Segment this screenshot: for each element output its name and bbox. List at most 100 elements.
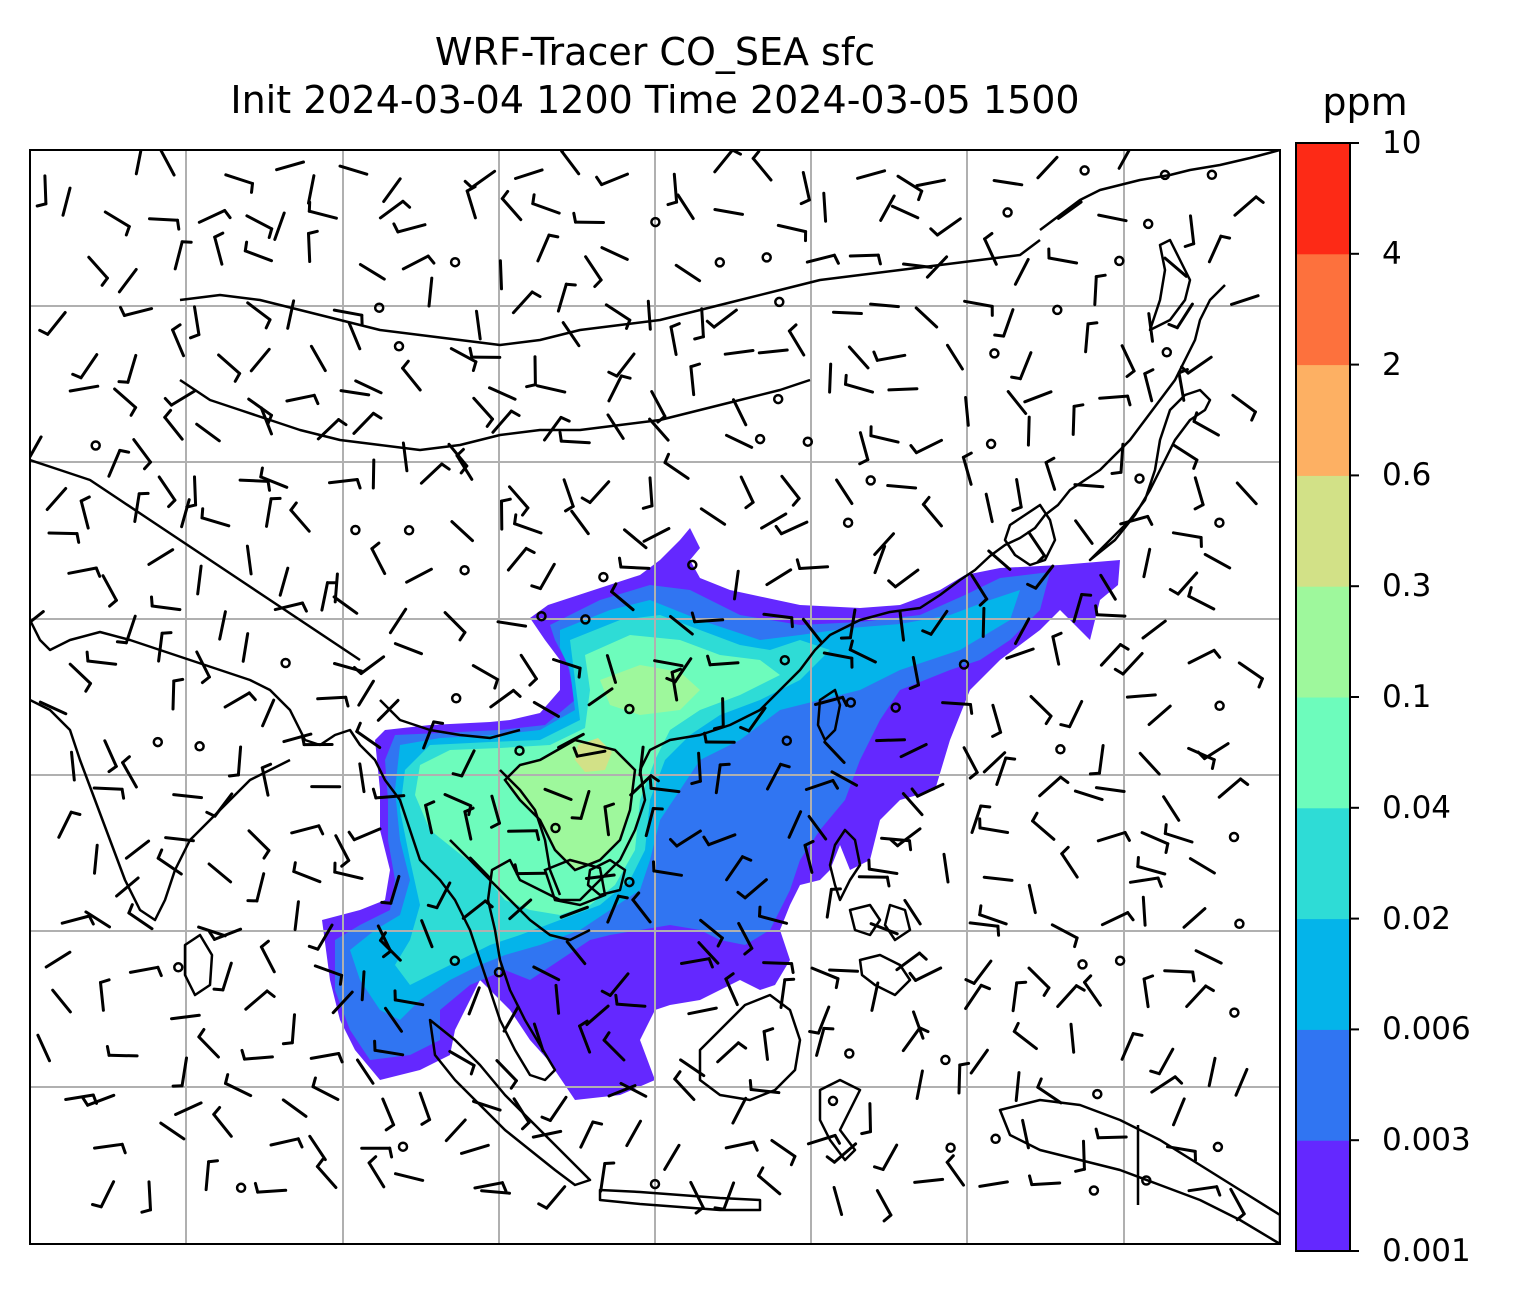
- wind-barb: [1147, 312, 1154, 343]
- wind-barb: [307, 229, 319, 263]
- wind-barb: [699, 507, 727, 526]
- wind-barb: [572, 746, 607, 758]
- wind-barb: [825, 887, 842, 919]
- calm-wind-circle: [1114, 955, 1126, 966]
- wind-barb: [898, 610, 905, 642]
- wind-barb: [180, 498, 191, 529]
- wind-barb: [1027, 966, 1051, 997]
- wind-barb: [957, 1061, 971, 1095]
- wind-barb: [419, 462, 451, 485]
- wind-barb: [805, 253, 840, 265]
- wind-barb: [1128, 876, 1163, 888]
- wind-barb: [961, 451, 973, 486]
- wind-barb: [1120, 344, 1136, 378]
- calm-wind-circle: [1142, 218, 1154, 230]
- wind-barb: [373, 1039, 405, 1057]
- wind-barb: [870, 981, 880, 1012]
- wind-barb: [1047, 247, 1079, 265]
- wind-barb: [358, 263, 386, 281]
- wind-barb: [648, 417, 670, 442]
- wind-barb: [787, 810, 803, 839]
- wind-barb: [857, 875, 891, 888]
- colorbar-segment: [1296, 918, 1350, 1030]
- colorbar-segment: [1296, 364, 1350, 476]
- sri-lanka: [183, 933, 214, 997]
- wind-barb: [197, 1028, 220, 1059]
- wind-barb: [513, 513, 543, 535]
- wind-barb: [468, 346, 502, 359]
- wind-barb: [489, 688, 522, 709]
- wind-barb: [1203, 552, 1232, 570]
- wind-barb: [371, 787, 406, 800]
- wind-barb: [1023, 390, 1053, 404]
- wind-barb: [285, 393, 320, 406]
- wind-barb: [91, 1180, 116, 1209]
- wind-barb: [307, 200, 338, 220]
- wind-barb: [426, 881, 452, 910]
- wind-barb: [246, 301, 272, 330]
- new-guinea: [998, 1098, 1280, 1244]
- calm-wind-circle: [1002, 207, 1013, 218]
- wind-barb: [706, 654, 740, 667]
- wind-barb: [36, 1033, 51, 1063]
- wind-barb: [832, 1186, 844, 1216]
- wind-barb: [212, 1106, 233, 1138]
- wind-barb: [631, 891, 652, 924]
- wind-barb: [552, 658, 582, 679]
- wind-barb: [1031, 811, 1056, 841]
- wind-barb: [1096, 831, 1131, 843]
- wind-barb: [642, 527, 671, 543]
- calm-wind-circle: [1141, 1175, 1152, 1186]
- wind-barb: [367, 1155, 386, 1189]
- wind-barb: [724, 1140, 759, 1152]
- wind-barb: [200, 507, 231, 528]
- wind-barb: [532, 700, 560, 718]
- wind-barb: [81, 1093, 116, 1107]
- wind-barb: [347, 321, 362, 351]
- wind-barb: [641, 476, 654, 510]
- wind-barb: [1094, 1127, 1128, 1140]
- wind-barb: [205, 792, 234, 818]
- wind-barb: [650, 390, 667, 424]
- wind-barb: [401, 254, 436, 271]
- calm-wind-circle: [173, 962, 184, 973]
- philippines-luzon: [828, 828, 862, 902]
- calm-wind-circle: [536, 610, 547, 622]
- wind-barb: [1021, 1118, 1030, 1150]
- calm-wind-circle: [844, 1048, 855, 1059]
- wind-barb: [537, 1185, 567, 1210]
- borneo: [698, 993, 802, 1102]
- wind-barb: [159, 1121, 186, 1141]
- wind-barb: [762, 1027, 775, 1061]
- wind-barb: [1138, 751, 1161, 776]
- wind-barb: [1187, 648, 1222, 665]
- wind-barb: [736, 878, 768, 900]
- wind-barb: [599, 1161, 616, 1193]
- wind-barb: [543, 787, 573, 801]
- wind-barb: [241, 632, 250, 663]
- wind-barb: [921, 609, 949, 636]
- wind-barb: [702, 833, 737, 847]
- wind-barb: [286, 299, 296, 330]
- wind-barb: [757, 348, 789, 355]
- wind-barb: [697, 941, 720, 965]
- calm-wind-circle: [235, 1182, 247, 1194]
- wind-barb: [60, 914, 95, 926]
- wind-barb: [1163, 256, 1188, 278]
- wind-barb: [422, 720, 445, 750]
- colorbar-segment: [1296, 253, 1350, 366]
- wind-barb: [261, 698, 276, 728]
- plume-level-0.1: [505, 740, 635, 870]
- wind-barb: [444, 1118, 467, 1143]
- wind-barb: [1010, 351, 1033, 381]
- calm-wind-circle: [761, 252, 772, 263]
- wind-barb: [886, 484, 918, 490]
- wind-barb: [565, 940, 587, 966]
- calm-wind-circle: [649, 1178, 661, 1190]
- wind-barb: [1162, 795, 1181, 822]
- wind-barb: [107, 448, 131, 478]
- wind-barb: [465, 185, 477, 220]
- wind-barb: [85, 650, 118, 666]
- wind-barb: [1182, 907, 1207, 929]
- wind-barb: [502, 1005, 520, 1033]
